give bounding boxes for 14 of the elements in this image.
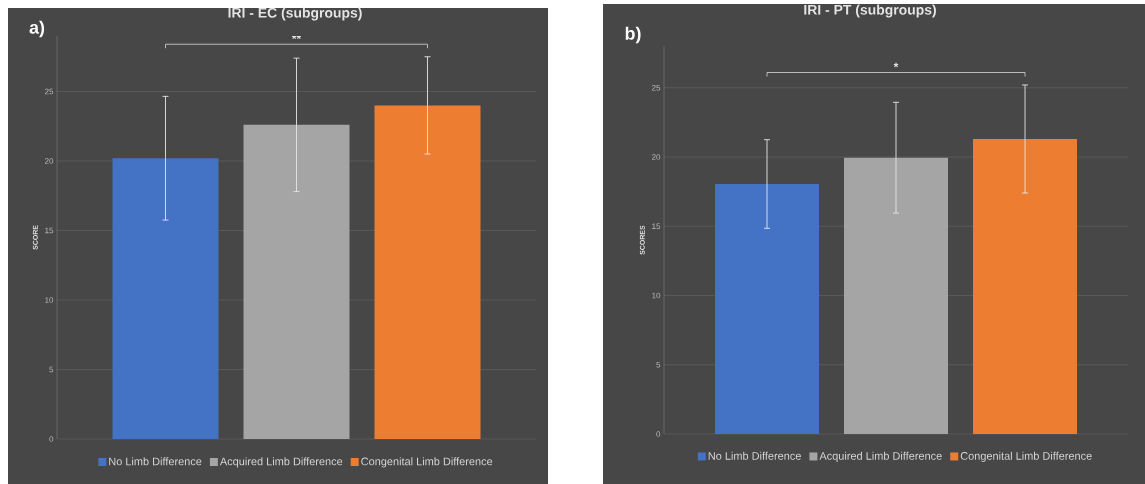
legend-label: Congenital Limb Difference: [361, 457, 493, 468]
legend-label: Acquired Limb Difference: [819, 451, 942, 462]
legend-label: Congenital Limb Difference: [960, 451, 1092, 462]
text: a): [29, 20, 45, 38]
bar: [374, 105, 481, 439]
legend-label: No Limb Difference: [109, 457, 202, 466]
bar: [243, 124, 350, 439]
legend-label: No Limb Difference: [708, 451, 801, 460]
legend-label: Acquired Limb Difference: [219, 457, 343, 468]
chart-title: IRI - EC (subgroups): [228, 7, 362, 21]
annotation: *: [893, 62, 899, 68]
chart-title: IRI - PT (subgroups): [804, 4, 936, 18]
bar: [112, 158, 219, 439]
text: b): [625, 26, 641, 44]
